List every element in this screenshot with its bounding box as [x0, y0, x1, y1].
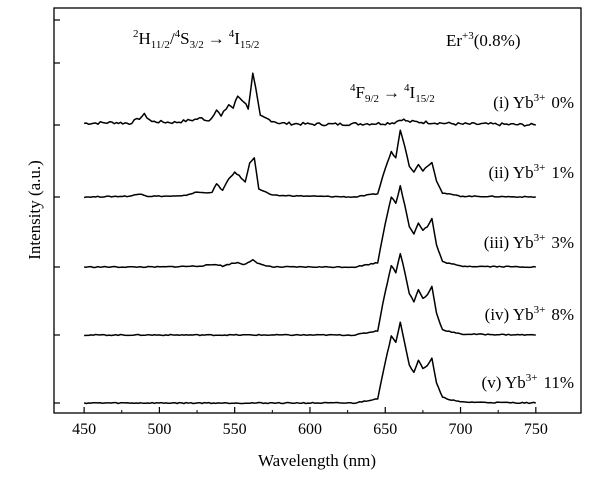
- plot-frame: [53, 7, 582, 414]
- y-axis-label: Intensity (a.u.): [25, 160, 44, 260]
- annotation-red-transition: 4F9/2 → 4I15/2: [350, 82, 435, 105]
- series-line-2: [83, 129, 536, 199]
- x-tick-label-550: 550: [223, 421, 247, 438]
- series-line-5: [83, 321, 536, 405]
- series-label-4: (iv) Yb3+ 8%: [485, 304, 574, 324]
- series-label-1: (i) Yb3+ 0%: [493, 92, 574, 112]
- x-tick-label-500: 500: [147, 421, 171, 438]
- x-axis-label: Wavelength (nm): [258, 451, 376, 470]
- x-tick-label-650: 650: [373, 421, 397, 438]
- series-label-5: (v) Yb3+ 11%: [482, 372, 574, 392]
- series-line-3: [84, 184, 536, 269]
- series-group: (i) Yb3+ 0% (ii) Yb3+ 1% (iii) Yb3+ 3% (iv) Yb…: [83, 72, 574, 405]
- series-label-2: (ii) Yb3+ 1%: [488, 162, 574, 182]
- x-axis-ticks: 450 500 550 600 650 700 750: [72, 407, 548, 438]
- x-tick-label-600: 600: [298, 421, 322, 438]
- series-line-4: [84, 252, 536, 337]
- plot-area: [53, 7, 582, 414]
- x-tick-label-450: 450: [72, 421, 96, 438]
- series-line-1: [84, 72, 536, 127]
- annotation-green-transition: 2H11/2/4S3/2 → 4I15/2: [133, 28, 259, 51]
- series-label-3: (iii) Yb3+ 3%: [484, 232, 574, 252]
- x-tick-label-700: 700: [449, 421, 473, 438]
- x-tick-label-750: 750: [524, 421, 548, 438]
- y-axis-ticks: [54, 19, 60, 404]
- annotation-dopant: Er+3(0.8%): [446, 30, 521, 50]
